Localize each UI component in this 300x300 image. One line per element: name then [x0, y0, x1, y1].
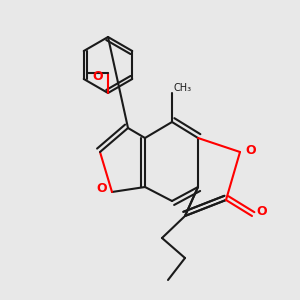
Text: O: O	[245, 143, 256, 157]
Text: CH₃: CH₃	[174, 83, 192, 93]
Text: O: O	[96, 182, 107, 195]
Text: O: O	[256, 205, 267, 218]
Text: O: O	[92, 70, 103, 83]
